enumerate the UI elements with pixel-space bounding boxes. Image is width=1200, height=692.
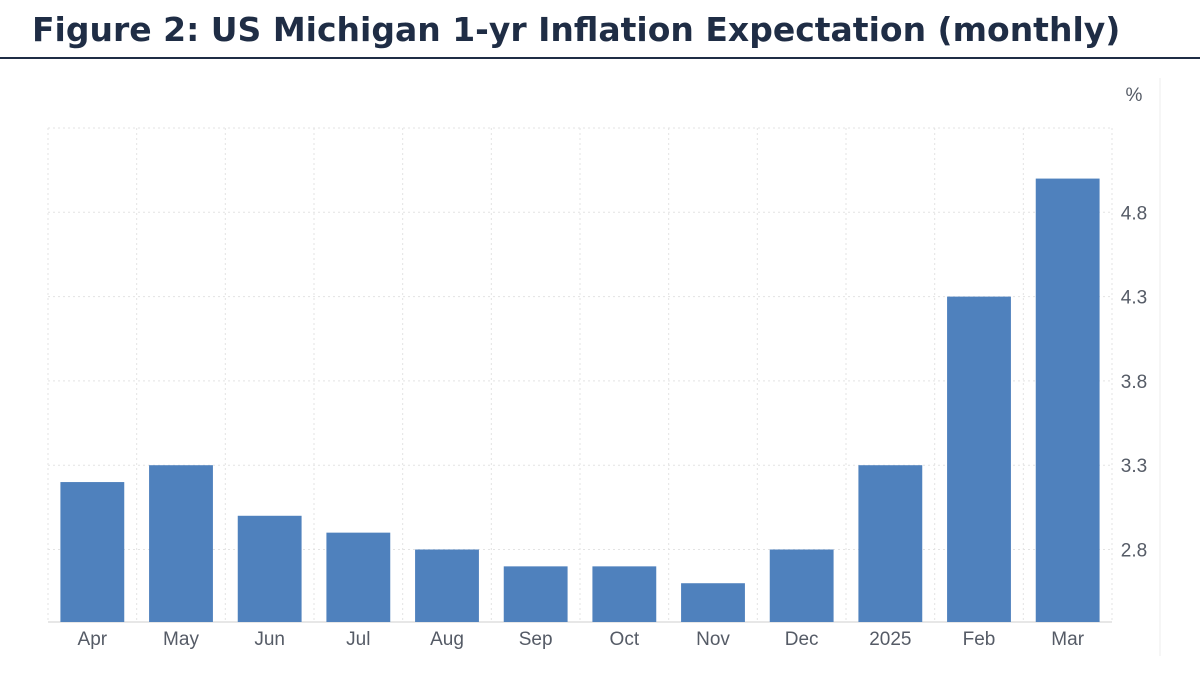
chart-title: Figure 2: US Michigan 1-yr Inflation Exp…: [32, 10, 1121, 49]
x-tick-label: Sep: [519, 629, 553, 650]
x-tick-label: Mar: [1051, 629, 1084, 650]
plot-frame: [48, 78, 1161, 656]
bar-mar: [1035, 178, 1100, 622]
bars: [60, 178, 1100, 622]
y-axis-unit-label: %: [1126, 85, 1143, 106]
bar-dec: [769, 549, 834, 622]
bar-apr: [60, 482, 125, 622]
bar-nov: [681, 583, 745, 622]
y-tick-label: 4.3: [1121, 288, 1147, 309]
bar-oct: [592, 566, 657, 622]
x-tick-label: Nov: [696, 629, 730, 650]
x-axis-ticks: Apr May Jun Jul Aug Sep Oct Nov Dec 2025 Feb Mar: [78, 629, 1085, 650]
y-axis-ticks: 2.8 3.3 3.8 4.3 4.8: [1121, 203, 1147, 561]
bar-2025: [858, 465, 923, 622]
bar-jul: [326, 532, 391, 622]
y-tick-label: 4.8: [1121, 203, 1147, 224]
x-tick-label: Apr: [78, 629, 108, 650]
bar-sep: [503, 566, 568, 622]
x-tick-label: Oct: [610, 629, 640, 650]
bar-feb: [947, 296, 1011, 622]
x-tick-label: Jun: [254, 629, 285, 650]
bar-jun: [237, 515, 302, 622]
y-tick-label: 3.8: [1121, 372, 1147, 393]
x-tick-label: Dec: [785, 629, 819, 650]
bar-may: [149, 465, 213, 622]
title-rule: [0, 57, 1200, 59]
bar-aug: [415, 549, 479, 622]
x-tick-label: Aug: [430, 629, 464, 650]
y-tick-label: 2.8: [1121, 541, 1147, 562]
x-tick-label: Jul: [346, 629, 370, 650]
y-tick-label: 3.3: [1121, 456, 1147, 477]
x-tick-label: 2025: [869, 629, 911, 650]
gridlines: [47, 127, 1113, 622]
x-tick-label: May: [163, 629, 199, 650]
x-tick-label: Feb: [963, 629, 996, 650]
